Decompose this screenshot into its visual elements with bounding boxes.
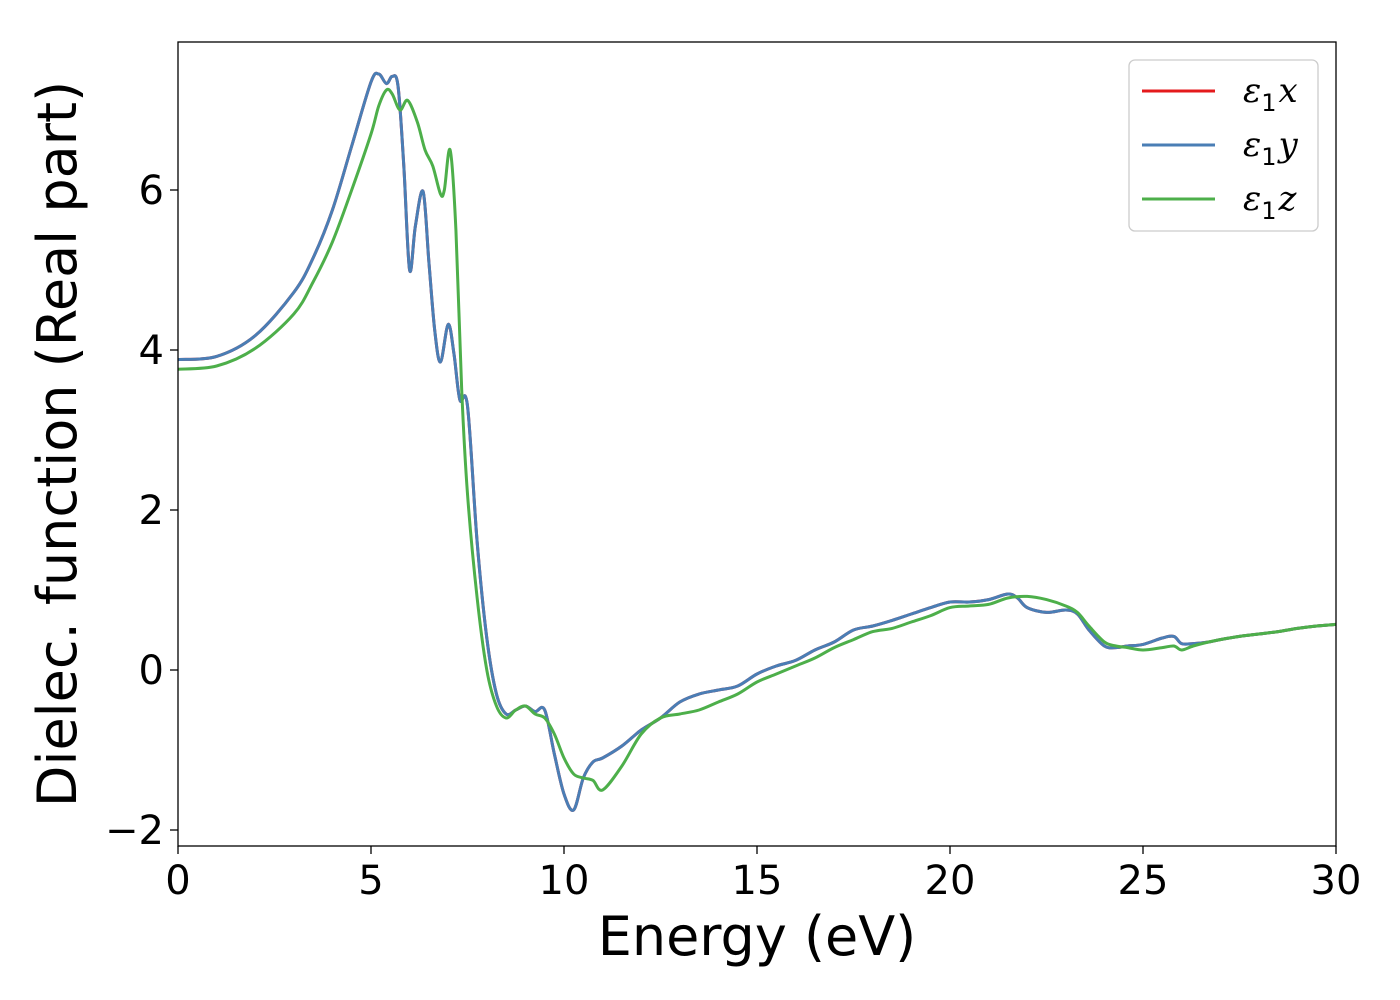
x-tick-label: 15: [732, 858, 783, 904]
series-line-z: [178, 87, 1336, 792]
legend: ε1x ε1y ε1z: [1128, 59, 1319, 232]
y-tick-label: 2: [139, 488, 164, 534]
legend-frame: [1128, 59, 1319, 232]
x-tick-label: 5: [358, 858, 383, 904]
legend-label-y: ε1y: [1243, 125, 1299, 171]
x-tick-label: 0: [165, 858, 190, 904]
x-tick-label: 10: [539, 858, 590, 904]
x-tick-label: 25: [1118, 858, 1169, 904]
legend-label-x: ε1x: [1243, 71, 1298, 117]
y-tick-label: 6: [139, 168, 164, 214]
x-tick-label: 20: [925, 858, 976, 904]
x-tick-label: 30: [1311, 858, 1362, 904]
y-tick-label: −2: [105, 808, 164, 854]
series-layer: [178, 71, 1336, 812]
legend-label-z: ε1z: [1243, 179, 1298, 225]
x-axis-label: Energy (eV): [598, 905, 917, 968]
y-tick-label: 4: [139, 328, 164, 374]
y-tick-label: 0: [139, 648, 164, 694]
y-axis-label: Dielec. function (Real part): [26, 81, 89, 807]
